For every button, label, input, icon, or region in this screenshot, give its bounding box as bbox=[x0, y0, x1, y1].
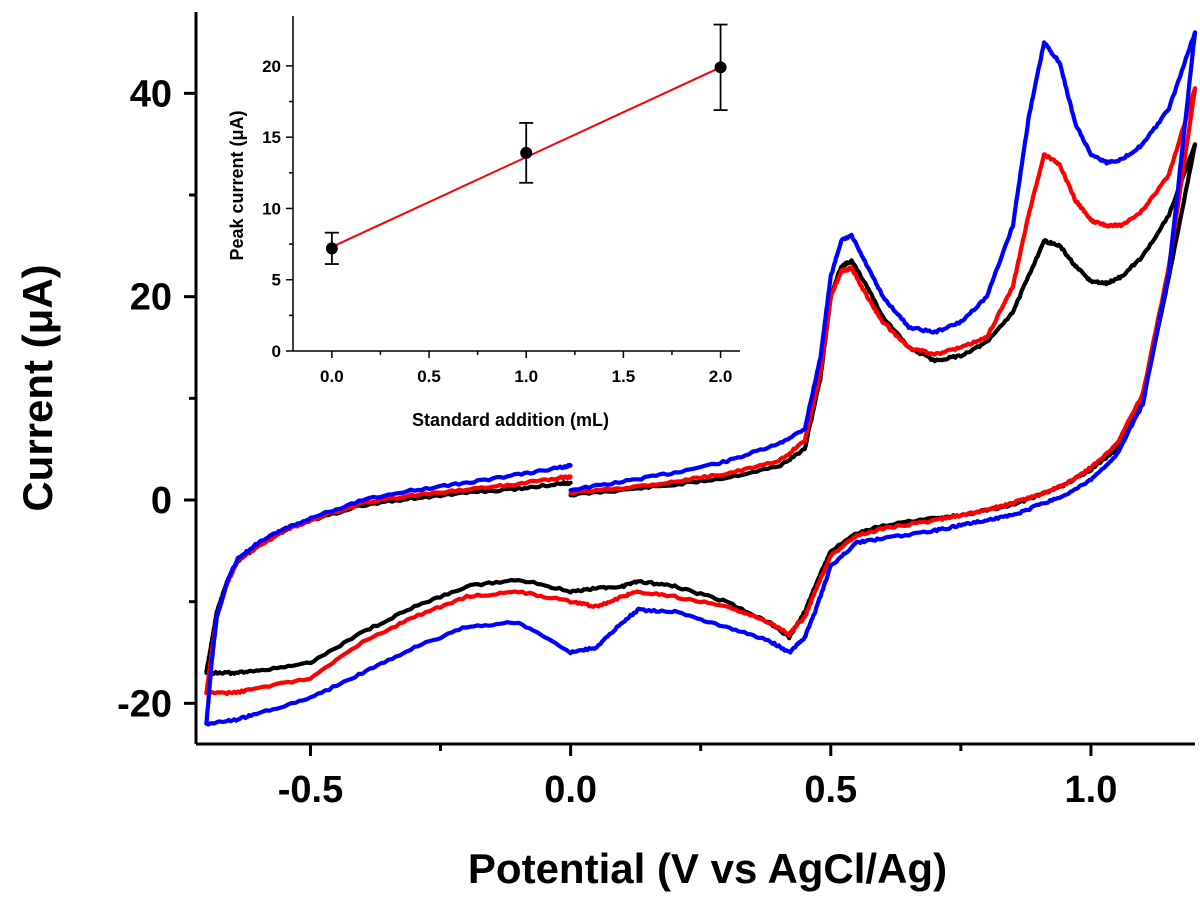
cv-series-2 bbox=[204, 30, 1198, 727]
inset-data-point-1 bbox=[519, 122, 534, 184]
inset-marker bbox=[714, 61, 727, 74]
inset-x-tick-label: 1.0 bbox=[514, 367, 538, 386]
inset-marker bbox=[325, 242, 338, 255]
x-tick-label: 1.0 bbox=[1065, 769, 1118, 811]
inset-y-tick-label: 0 bbox=[272, 342, 281, 361]
inset-data-point-2 bbox=[713, 23, 728, 111]
x-axis-title: Potential (V vs AgCl/Ag) bbox=[468, 845, 947, 892]
inset-chart: 0.0 0.5 1.0 1.5 2.0 0 5 10 15 20 Standard addition… bbox=[227, 16, 740, 430]
inset-plot-area bbox=[293, 16, 740, 351]
cv-closing-scan-line bbox=[204, 462, 573, 725]
cv-forward-scan-line bbox=[568, 86, 1198, 496]
y-tick-label: -20 bbox=[117, 683, 172, 725]
inset-x-axis-title: Standard addition (mL) bbox=[412, 410, 609, 430]
inset-marker bbox=[520, 146, 533, 159]
inset-y-tick-label: 10 bbox=[262, 199, 281, 218]
cv-reverse-scan-line bbox=[204, 30, 1198, 727]
cv-forward-scan-line bbox=[568, 142, 1198, 498]
x-tick-label: 0.0 bbox=[544, 769, 597, 811]
x-tick-label: -0.5 bbox=[278, 769, 343, 811]
inset-y-tick-label: 20 bbox=[262, 57, 281, 76]
inset-x-tick-label: 1.5 bbox=[612, 367, 636, 386]
inset-x-tick-label: 0.5 bbox=[417, 367, 441, 386]
main-axes: -0.5 0.0 0.5 1.0 -20 0 20 40 Potential (V vs AgC… bbox=[14, 12, 1195, 892]
inset-x-tick-label: 0.0 bbox=[320, 367, 344, 386]
x-tick-label: 0.5 bbox=[804, 769, 857, 811]
y-tick-label: 40 bbox=[130, 73, 172, 115]
y-tick-label: 0 bbox=[151, 480, 172, 522]
y-axis-title: Current (μA) bbox=[14, 264, 61, 511]
cv-forward-scan-line bbox=[568, 30, 1198, 493]
y-tick-label: 20 bbox=[130, 277, 172, 319]
inset-y-tick-label: 15 bbox=[262, 128, 281, 147]
inset-y-axis-title: Peak current (μA) bbox=[227, 110, 247, 260]
inset-x-tick-label: 2.0 bbox=[709, 367, 733, 386]
cv-closing-scan-line bbox=[204, 480, 573, 674]
inset-y-tick-label: 5 bbox=[272, 271, 281, 290]
cv-reverse-scan-line bbox=[204, 86, 1198, 697]
inset-data-point-0 bbox=[324, 231, 339, 265]
main-series-group bbox=[204, 30, 1198, 727]
